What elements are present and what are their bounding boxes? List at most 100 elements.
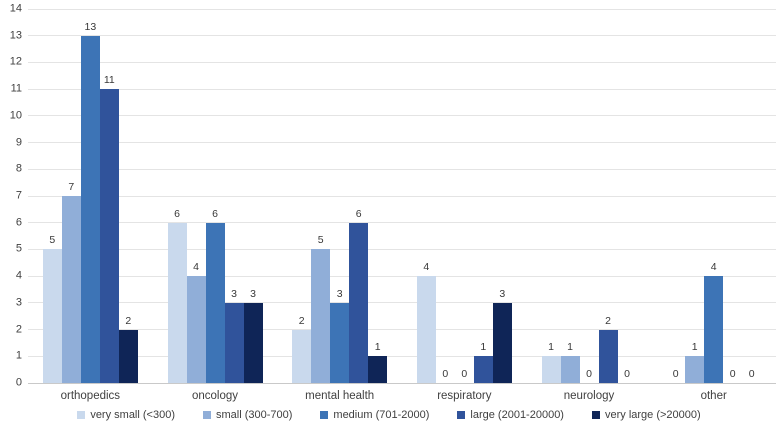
legend-swatch-icon xyxy=(591,411,600,419)
category-label: neurology xyxy=(563,390,615,402)
bar-slot: 4 xyxy=(704,9,724,383)
bar-value-label: 2 xyxy=(605,314,611,327)
bar-value-label: 4 xyxy=(193,261,199,274)
bar-value-label: 2 xyxy=(125,314,132,327)
gridline xyxy=(28,8,776,10)
bar xyxy=(186,276,206,383)
bar-value-label: 1 xyxy=(480,341,487,354)
y-tick-label: 13 xyxy=(9,29,22,42)
bar xyxy=(541,356,561,383)
legend-label: very large (>20000) xyxy=(604,409,701,421)
gridline xyxy=(28,61,776,63)
bar-value-label: 1 xyxy=(567,341,573,354)
bar xyxy=(224,302,244,383)
bar xyxy=(205,222,225,383)
gridline xyxy=(28,275,776,277)
bar-value-label: 4 xyxy=(423,261,430,274)
gridline xyxy=(28,88,776,90)
y-tick-label: 4 xyxy=(15,269,22,282)
legend-label: large (2001-20000) xyxy=(470,409,564,421)
bar xyxy=(80,35,100,383)
bar-slot: 0 xyxy=(455,9,474,383)
bar-groups: 5 7 13 11 2 6 4 6 3 3 2 5 3 6 1 4 0 0 1 3 1 1 0 2 0 0 1 4 0 0 xyxy=(28,9,776,383)
bar xyxy=(416,276,436,383)
bar xyxy=(685,356,705,383)
bar-value-label: 6 xyxy=(174,207,180,220)
bar-group-mental-health: 2 5 3 6 1 xyxy=(277,9,402,383)
bar xyxy=(292,329,312,383)
y-tick-label: 8 xyxy=(15,162,22,175)
bar-value-label: 1 xyxy=(374,341,381,354)
bar-slot: 1 xyxy=(685,9,705,383)
bar-value-label: 1 xyxy=(691,341,698,354)
bar-slot: 5 xyxy=(42,9,62,383)
bar-slot: 0 xyxy=(666,9,685,383)
bar-slot: 13 xyxy=(80,9,100,383)
bar-slot: 0 xyxy=(436,9,455,383)
category-label: mental health xyxy=(305,390,375,402)
bar-slot: 2 xyxy=(292,9,312,383)
bar-value-label: 6 xyxy=(212,207,218,220)
bar-group-orthopedics: 5 7 13 11 2 xyxy=(28,9,153,383)
legend-label: medium (701-2000) xyxy=(333,409,430,421)
legend-label: very small (<300) xyxy=(90,409,175,421)
y-tick-label: 5 xyxy=(15,242,22,255)
gridline xyxy=(28,248,776,250)
bar-value-label: 7 xyxy=(68,181,75,193)
y-tick-label: 2 xyxy=(15,323,22,336)
bar xyxy=(118,329,138,383)
bar-value-label: 1 xyxy=(548,341,554,354)
x-axis-category-labels: orthopedics oncology mental health respirat… xyxy=(28,390,776,402)
gridline xyxy=(28,329,776,331)
bar-slot: 5 xyxy=(311,9,331,383)
bar-slot: 2 xyxy=(118,9,138,383)
bar xyxy=(492,302,512,383)
bar-slot: 6 xyxy=(349,9,369,383)
category-label: respiratory xyxy=(437,390,492,402)
y-tick-label: 0 xyxy=(15,376,22,389)
bar-slot: 6 xyxy=(167,9,187,383)
legend-item: very large (>20000) xyxy=(591,409,701,421)
bar-slot: 1 xyxy=(473,9,493,383)
legend: very small (<300) small (300-700) medium (… xyxy=(0,409,778,421)
bar-value-label: 3 xyxy=(336,287,343,300)
bar xyxy=(243,302,263,383)
bar-slot: 3 xyxy=(243,9,263,383)
bar-value-label: 3 xyxy=(231,287,237,300)
bar-value-label: 0 xyxy=(586,368,592,380)
bar-value-label: 4 xyxy=(710,261,717,274)
bar xyxy=(311,249,331,383)
legend-swatch-icon xyxy=(202,411,211,419)
y-tick-label: 6 xyxy=(15,216,22,229)
y-tick-label: 7 xyxy=(15,189,22,202)
category-label: orthopedics xyxy=(60,390,121,402)
gridline xyxy=(28,195,776,197)
bar-value-label: 6 xyxy=(355,207,362,220)
bar-slot: 2 xyxy=(598,9,618,383)
bar xyxy=(61,196,81,383)
bar-slot: 3 xyxy=(224,9,244,383)
bar-slot: 3 xyxy=(492,9,512,383)
gridline xyxy=(28,355,776,357)
bar xyxy=(42,249,62,383)
bar xyxy=(167,222,187,383)
bar-value-label: 11 xyxy=(103,74,115,87)
bar-value-label: 0 xyxy=(461,368,468,380)
bar-value-label: 13 xyxy=(84,20,97,33)
bar-slot: 4 xyxy=(416,9,436,383)
bar-value-label: 3 xyxy=(250,287,256,300)
bar-slot: 4 xyxy=(186,9,206,383)
bar-value-label: 5 xyxy=(317,234,324,247)
category-label: other xyxy=(700,390,727,402)
gridline xyxy=(28,35,776,37)
bar xyxy=(598,329,618,383)
legend-item: medium (701-2000) xyxy=(320,409,429,421)
legend-swatch-icon xyxy=(320,411,329,419)
bar xyxy=(330,302,350,383)
y-tick-label: 14 xyxy=(9,2,22,15)
plot-area: 5 7 13 11 2 6 4 6 3 3 2 5 3 6 1 4 0 0 1 3 1 1 0 2 0 0 1 4 0 0 xyxy=(28,8,776,384)
